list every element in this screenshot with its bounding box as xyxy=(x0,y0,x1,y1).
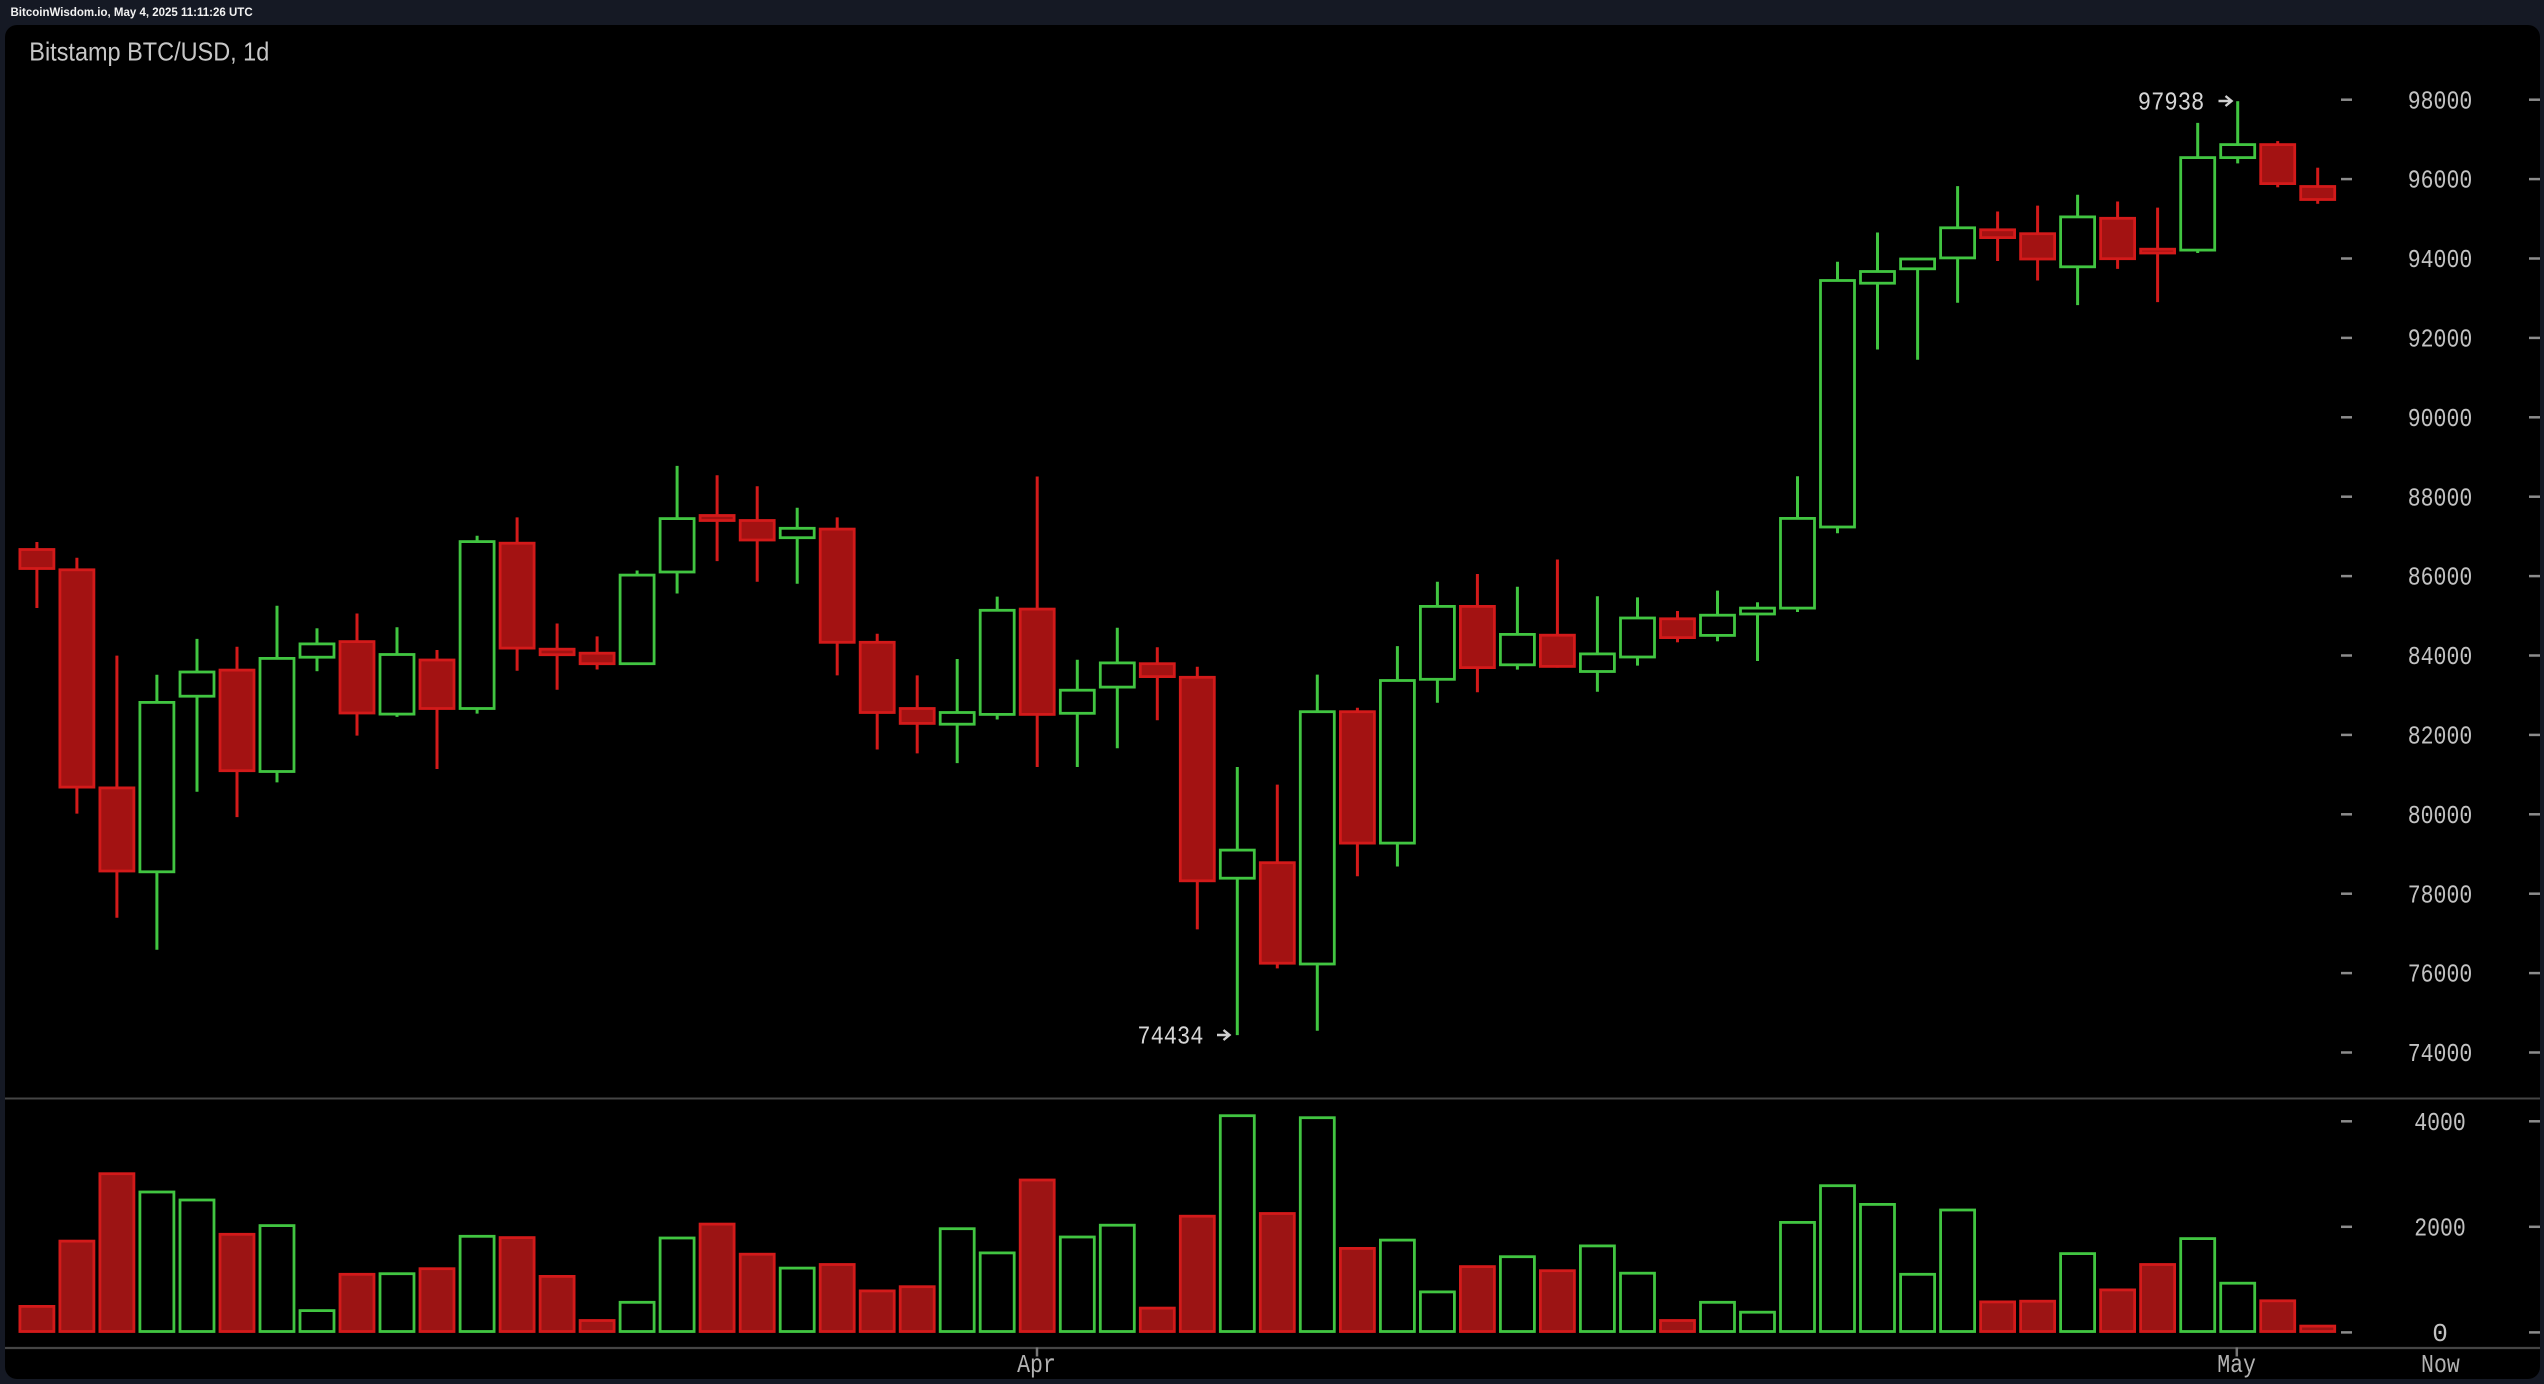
svg-text:80000: 80000 xyxy=(2408,801,2473,831)
svg-text:May: May xyxy=(2217,1350,2256,1380)
svg-text:90000: 90000 xyxy=(2408,404,2473,434)
svg-text:76000: 76000 xyxy=(2408,960,2473,990)
svg-text:4000: 4000 xyxy=(2414,1108,2466,1138)
svg-text:78000: 78000 xyxy=(2408,880,2473,910)
svg-text:82000: 82000 xyxy=(2408,722,2473,752)
svg-text:Bitstamp BTC/USD, 1d: Bitstamp BTC/USD, 1d xyxy=(29,37,269,67)
svg-text:88000: 88000 xyxy=(2408,483,2473,513)
svg-text:96000: 96000 xyxy=(2408,166,2473,196)
svg-text:0: 0 xyxy=(2432,1319,2448,1349)
svg-text:86000: 86000 xyxy=(2408,563,2473,593)
svg-text:Apr: Apr xyxy=(1017,1350,1056,1380)
svg-text:74000: 74000 xyxy=(2408,1039,2473,1069)
svg-text:97938: 97938 xyxy=(2138,88,2205,118)
svg-text:74434: 74434 xyxy=(1137,1022,1203,1052)
svg-text:Now: Now xyxy=(2421,1350,2460,1380)
svg-text:92000: 92000 xyxy=(2408,325,2473,355)
svg-text:84000: 84000 xyxy=(2408,642,2473,672)
svg-text:2000: 2000 xyxy=(2414,1213,2466,1243)
svg-text:98000: 98000 xyxy=(2408,86,2473,116)
svg-text:94000: 94000 xyxy=(2408,245,2473,275)
